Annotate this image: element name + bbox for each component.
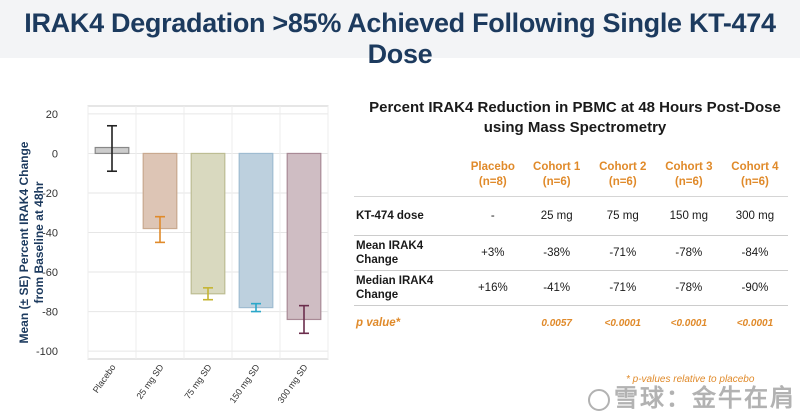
title-band [0,0,800,58]
table-cell: +16% [462,270,524,306]
x-tick-label: Placebo [91,362,118,394]
row-label: p value* [354,305,462,340]
table-cell: -84% [721,235,788,271]
y-tick-label: -20 [42,188,58,200]
footnote: * p-values relative to placebo [626,374,755,385]
row-label: KT-474 dose [354,196,462,236]
y-tick-label: 20 [46,109,58,121]
table-cell: -78% [655,235,722,271]
irak4-reduction-table: Placebo (n=8) Cohort 1 (n=6) Cohort 2 (n=6) Co… [354,160,788,340]
snowball-logo-icon [588,388,610,411]
table-header-row: Placebo (n=8) Cohort 1 (n=6) Cohort 2 (n=6) Co… [354,160,788,197]
table-cell: 150 mg [655,196,722,236]
y-axis-label-line: from Baseline at 48hr [32,181,46,303]
bar-chart: 20 0 -20 -40 -60 -80 -100 Placebo 25 mg SD 75 mg… [17,105,329,405]
table-cell: +3% [462,235,524,271]
table-cell: 25 mg [523,196,590,236]
column-header: Cohort 2 (n=6) [590,160,656,197]
column-header-name: Cohort 3 [665,161,713,173]
table-cell: -90% [721,270,788,306]
table-cell: <0.0001 [721,305,788,340]
slide-title: IRAK4 Degradation >85% Achieved Followin… [24,8,776,69]
table-cell: -78% [655,270,722,306]
y-tick-label: -60 [42,267,58,279]
table-title: Percent IRAK4 Reduction in PBMC at 48 Ho… [369,99,781,136]
table-cell: <0.0001 [655,305,722,340]
table-cell: -71% [589,235,656,271]
x-tick-label: 25 mg SD [134,362,165,401]
column-header-name: Cohort 1 [533,161,581,173]
y-axis-label-line: Mean (± SE) Percent IRAK4 Change [17,141,31,343]
bar [238,152,274,309]
table-cell: - [462,196,524,236]
table-cell: -38% [523,235,590,271]
table-cell [462,305,524,340]
column-header-n: (n=6) [542,176,571,188]
table-cell: 0.0057 [523,305,590,340]
watermark-text: 雪球：金牛在肩 [614,385,796,412]
table-row: Mean IRAK4 Change +3% -38% -71% -78% -84% [354,235,788,271]
row-label: Median IRAK4 Change [354,270,462,306]
x-tick-label: 300 mg SD [276,362,310,405]
header-blank [354,160,462,197]
table-cell: 300 mg [721,196,788,236]
column-header-n: (n=6) [608,176,637,188]
table-cell: <0.0001 [589,305,656,340]
column-header: Cohort 4 (n=6) [722,160,788,197]
y-tick-label: -40 [42,228,58,240]
column-header: Cohort 3 (n=6) [656,160,722,197]
table-row: KT-474 dose -25 mg 75 mg 150 mg 300 mg [354,196,788,236]
watermark: 雪球：金牛在肩 [588,378,796,413]
table-cell: -41% [523,270,590,306]
table-cell: 75 mg [589,196,656,236]
table-row: Median IRAK4 Change +16% -41% -71% -78% -90% [354,270,788,306]
x-tick-label: 75 mg SD [182,362,213,401]
y-tick-label: -100 [36,346,58,358]
column-header: Placebo (n=8) [462,160,524,197]
column-header: Cohort 1 (n=6) [524,160,590,197]
y-tick-label: 0 [52,148,58,160]
column-header-n: (n=8) [478,176,507,188]
row-label: Mean IRAK4 Change [354,235,462,271]
table-row: p value* 0.0057 <0.0001 <0.0001 <0.0001 [354,305,788,340]
y-tick-label: -80 [42,307,58,319]
column-header-name: Cohort 2 [599,161,647,173]
bar [286,152,322,321]
table-cell: -71% [589,270,656,306]
column-header-n: (n=6) [674,176,703,188]
column-header-n: (n=6) [741,176,769,188]
column-header-name: Cohort 4 [731,161,779,173]
bar [190,152,226,295]
x-tick-label: 150 mg SD [228,362,262,405]
y-axis-label: Mean (± SE) Percent IRAK4 Changefrom Bas… [17,141,46,343]
column-header-name: Placebo [470,161,515,173]
